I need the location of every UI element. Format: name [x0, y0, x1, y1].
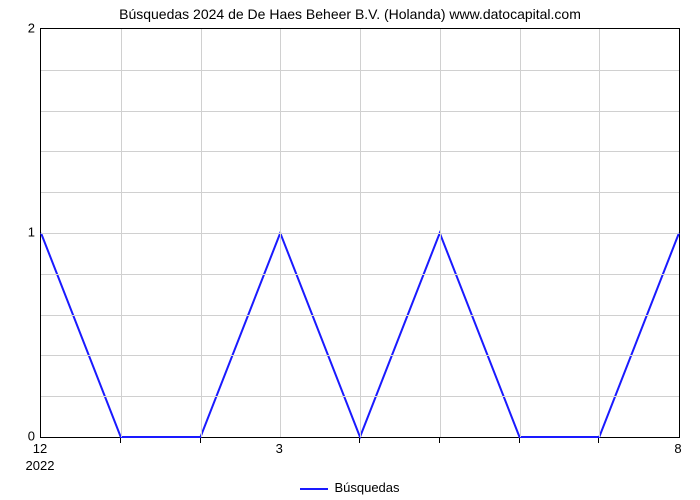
legend-swatch — [300, 488, 328, 490]
gridline-v — [121, 29, 122, 437]
xtick-minor — [519, 438, 520, 443]
ytick-label: 1 — [5, 225, 35, 240]
xtick-minor — [359, 438, 360, 443]
xtick-label: 12 — [33, 441, 47, 456]
gridline-v — [440, 29, 441, 437]
chart-title: Búsquedas 2024 de De Haes Beheer B.V. (H… — [0, 6, 700, 22]
xtick-label: 3 — [276, 441, 283, 456]
legend: Búsquedas — [0, 480, 700, 495]
chart-container: Búsquedas 2024 de De Haes Beheer B.V. (H… — [0, 0, 700, 500]
legend-label: Búsquedas — [334, 480, 399, 495]
gridline-v — [201, 29, 202, 437]
gridline-v — [360, 29, 361, 437]
xtick-minor — [598, 438, 599, 443]
gridline-v — [520, 29, 521, 437]
year-label: 2022 — [26, 458, 55, 473]
plot-area — [40, 28, 680, 438]
xtick-label: 8 — [674, 441, 681, 456]
xtick-minor — [120, 438, 121, 443]
xtick-minor — [439, 438, 440, 443]
gridline-v — [280, 29, 281, 437]
xtick-minor — [200, 438, 201, 443]
gridline-v — [599, 29, 600, 437]
ytick-label: 2 — [5, 21, 35, 36]
ytick-label: 0 — [5, 429, 35, 444]
